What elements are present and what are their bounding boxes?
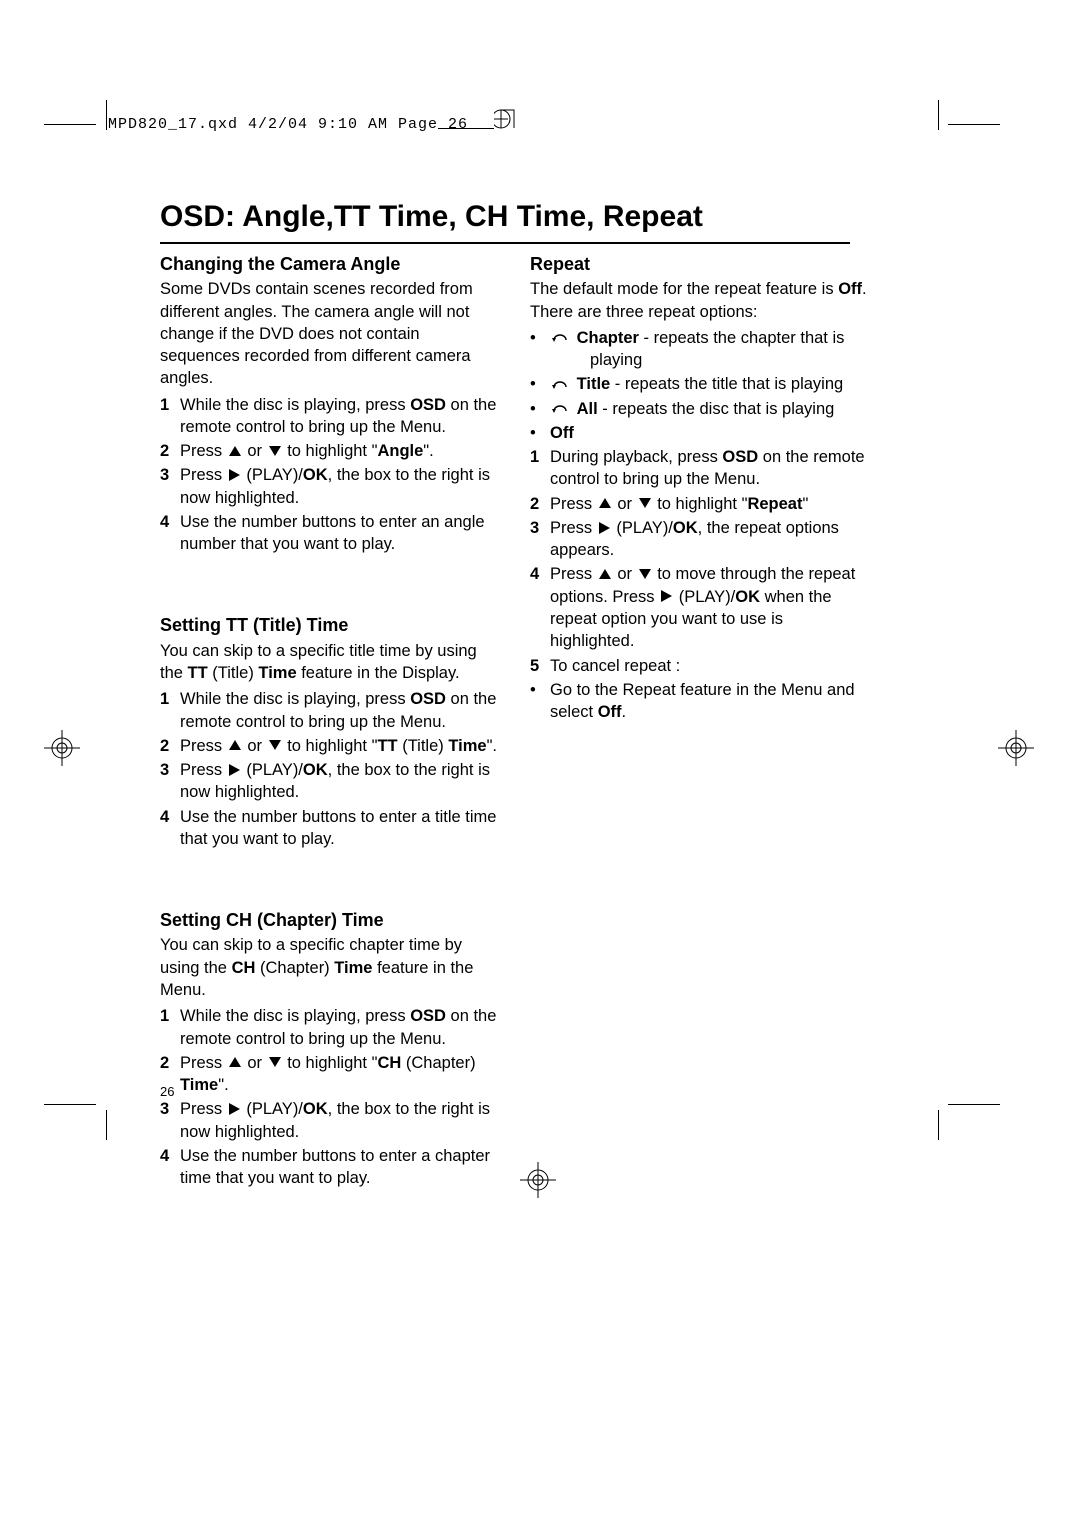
down-arrow-icon: [269, 740, 281, 750]
registration-mark-icon: [998, 730, 1034, 766]
heading: Setting CH (Chapter) Time: [160, 908, 500, 932]
list-item: •Go to the Repeat feature in the Menu an…: [530, 679, 870, 724]
steps: 1While the disc is playing, press OSD on…: [160, 394, 500, 556]
crop-mark: [106, 100, 107, 130]
registration-mark-icon: [44, 730, 80, 766]
header-underline: [438, 128, 494, 129]
up-arrow-icon: [599, 569, 611, 579]
crop-mark: [106, 1110, 107, 1140]
list-item: • Chapter - repeats the chapter that isp…: [530, 327, 870, 372]
up-arrow-icon: [229, 1057, 241, 1067]
step: 3Press (PLAY)/OK, the repeat options app…: [530, 517, 870, 562]
step: 5To cancel repeat :: [530, 655, 870, 677]
page-fold-icon: [494, 108, 516, 130]
print-header: MPD820_17.qxd 4/2/04 9:10 AM Page 26: [108, 116, 468, 133]
repeat-icon: [551, 331, 569, 344]
step: 2Press or to highlight "CH (Chapter) Tim…: [160, 1052, 500, 1097]
step: 4Press or to move through the repeat opt…: [530, 563, 870, 652]
down-arrow-icon: [269, 1057, 281, 1067]
step: 4Use the number buttons to enter a title…: [160, 806, 500, 851]
steps: 1During playback, press OSD on the remot…: [530, 446, 870, 677]
crop-mark: [948, 124, 1000, 125]
crop-mark: [44, 124, 96, 125]
play-arrow-icon: [229, 469, 240, 481]
left-column: Changing the Camera Angle Some DVDs cont…: [160, 252, 500, 1247]
right-column: Repeat The default mode for the repeat f…: [530, 252, 870, 781]
registration-mark-icon: [520, 1162, 556, 1198]
play-arrow-icon: [229, 764, 240, 776]
section-camera-angle: Changing the Camera Angle Some DVDs cont…: [160, 252, 500, 555]
list-item: • Title - repeats the title that is play…: [530, 373, 870, 395]
intro-text: You can skip to a specific title time by…: [160, 640, 500, 685]
step: 1While the disc is playing, press OSD on…: [160, 1005, 500, 1050]
page: MPD820_17.qxd 4/2/04 9:10 AM Page 26 OSD…: [0, 0, 1080, 1528]
steps: 1While the disc is playing, press OSD on…: [160, 1005, 500, 1189]
list-item: • All - repeats the disc that is playing: [530, 398, 870, 420]
cancel-note: •Go to the Repeat feature in the Menu an…: [530, 679, 870, 724]
intro-text: You can skip to a specific chapter time …: [160, 934, 500, 1001]
repeat-icon: [551, 378, 569, 391]
heading: Changing the Camera Angle: [160, 252, 500, 276]
title-rule: [160, 242, 850, 244]
steps: 1While the disc is playing, press OSD on…: [160, 688, 500, 850]
down-arrow-icon: [639, 569, 651, 579]
page-number: 26: [160, 1084, 174, 1099]
crop-mark: [948, 1104, 1000, 1105]
heading: Repeat: [530, 252, 870, 276]
step: 1While the disc is playing, press OSD on…: [160, 688, 500, 733]
up-arrow-icon: [229, 740, 241, 750]
repeat-icon: [551, 402, 569, 415]
step: 2Press or to highlight "Repeat": [530, 493, 870, 515]
crop-mark: [44, 1104, 96, 1105]
down-arrow-icon: [269, 446, 281, 456]
step: 1During playback, press OSD on the remot…: [530, 446, 870, 491]
down-arrow-icon: [639, 498, 651, 508]
section-tt-time: Setting TT (Title) Time You can skip to …: [160, 613, 500, 850]
section-ch-time: Setting CH (Chapter) Time You can skip t…: [160, 908, 500, 1189]
repeat-options: • Chapter - repeats the chapter that isp…: [530, 327, 870, 444]
play-arrow-icon: [661, 590, 672, 602]
crop-mark: [938, 100, 939, 130]
section-repeat: Repeat The default mode for the repeat f…: [530, 252, 870, 723]
crop-mark: [938, 1110, 939, 1140]
step: 3Press (PLAY)/OK, the box to the right i…: [160, 1098, 500, 1143]
up-arrow-icon: [229, 446, 241, 456]
intro-text: The default mode for the repeat feature …: [530, 278, 870, 323]
step: 2Press or to highlight "TT (Title) Time"…: [160, 735, 500, 757]
step: 3Press (PLAY)/OK, the box to the right i…: [160, 759, 500, 804]
intro-text: Some DVDs contain scenes recorded from d…: [160, 278, 500, 389]
step: 3Press (PLAY)/OK, the box to the right i…: [160, 464, 500, 509]
page-title: OSD: Angle,TT Time, CH Time, Repeat: [160, 200, 703, 234]
play-arrow-icon: [599, 522, 610, 534]
step: 4Use the number buttons to enter an angl…: [160, 511, 500, 556]
list-item: •Off: [530, 422, 870, 444]
heading: Setting TT (Title) Time: [160, 613, 500, 637]
step: 2Press or to highlight "Angle".: [160, 440, 500, 462]
up-arrow-icon: [599, 498, 611, 508]
step: 1While the disc is playing, press OSD on…: [160, 394, 500, 439]
play-arrow-icon: [229, 1103, 240, 1115]
step: 4Use the number buttons to enter a chapt…: [160, 1145, 500, 1190]
